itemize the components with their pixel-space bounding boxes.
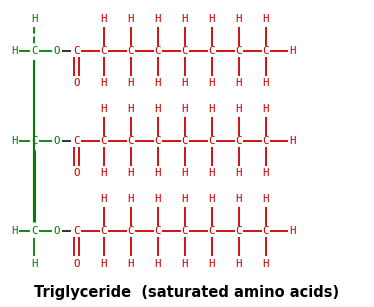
Text: Triglyceride  (saturated amino acids): Triglyceride (saturated amino acids)	[34, 285, 340, 300]
Text: O: O	[74, 168, 80, 178]
Text: C: C	[101, 227, 107, 236]
Text: C: C	[74, 136, 80, 146]
Text: C: C	[31, 46, 38, 56]
Text: H: H	[182, 14, 188, 24]
Text: C: C	[182, 46, 188, 56]
Text: C: C	[263, 46, 269, 56]
Text: H: H	[12, 46, 18, 56]
Text: H: H	[101, 258, 107, 269]
Text: C: C	[101, 46, 107, 56]
Text: H: H	[101, 78, 107, 88]
Text: H: H	[12, 227, 18, 236]
Text: H: H	[182, 168, 188, 178]
Text: H: H	[154, 104, 161, 114]
Text: H: H	[101, 168, 107, 178]
Text: C: C	[31, 227, 38, 236]
Text: H: H	[263, 78, 269, 88]
Text: O: O	[53, 136, 60, 146]
Text: C: C	[154, 46, 161, 56]
Text: C: C	[236, 46, 242, 56]
Text: O: O	[74, 258, 80, 269]
Text: C: C	[128, 136, 134, 146]
Text: H: H	[101, 104, 107, 114]
Text: H: H	[263, 14, 269, 24]
Text: C: C	[209, 227, 215, 236]
Text: H: H	[128, 194, 134, 204]
Text: C: C	[154, 136, 161, 146]
Text: H: H	[101, 14, 107, 24]
Text: H: H	[236, 78, 242, 88]
Text: H: H	[209, 14, 215, 24]
Text: H: H	[209, 104, 215, 114]
Text: H: H	[128, 104, 134, 114]
Text: H: H	[209, 168, 215, 178]
Text: H: H	[289, 46, 296, 56]
Text: H: H	[154, 78, 161, 88]
Text: H: H	[182, 104, 188, 114]
Text: C: C	[263, 136, 269, 146]
Text: H: H	[154, 258, 161, 269]
Text: H: H	[154, 14, 161, 24]
Text: H: H	[236, 194, 242, 204]
Text: H: H	[209, 194, 215, 204]
Text: H: H	[128, 78, 134, 88]
Text: H: H	[289, 227, 296, 236]
Text: O: O	[53, 227, 60, 236]
Text: H: H	[209, 78, 215, 88]
Text: H: H	[128, 168, 134, 178]
Text: C: C	[182, 136, 188, 146]
Text: H: H	[236, 104, 242, 114]
Text: O: O	[74, 78, 80, 88]
Text: H: H	[128, 14, 134, 24]
Text: H: H	[12, 136, 18, 146]
Text: H: H	[182, 194, 188, 204]
Text: H: H	[236, 168, 242, 178]
Text: C: C	[182, 227, 188, 236]
Text: H: H	[101, 194, 107, 204]
Text: H: H	[154, 194, 161, 204]
Text: H: H	[31, 258, 38, 269]
Text: C: C	[128, 227, 134, 236]
Text: H: H	[182, 78, 188, 88]
Text: H: H	[154, 168, 161, 178]
Text: C: C	[74, 46, 80, 56]
Text: H: H	[289, 136, 296, 146]
Text: C: C	[236, 227, 242, 236]
Text: C: C	[263, 227, 269, 236]
Text: C: C	[31, 136, 38, 146]
Text: H: H	[236, 258, 242, 269]
Text: H: H	[236, 14, 242, 24]
Text: H: H	[31, 14, 38, 24]
Text: C: C	[209, 136, 215, 146]
Text: H: H	[263, 168, 269, 178]
Text: H: H	[263, 194, 269, 204]
Text: C: C	[128, 46, 134, 56]
Text: H: H	[182, 258, 188, 269]
Text: C: C	[236, 136, 242, 146]
Text: H: H	[128, 258, 134, 269]
Text: C: C	[101, 136, 107, 146]
Text: C: C	[154, 227, 161, 236]
Text: H: H	[263, 104, 269, 114]
Text: H: H	[263, 258, 269, 269]
Text: H: H	[209, 258, 215, 269]
Text: C: C	[74, 227, 80, 236]
Text: O: O	[53, 46, 60, 56]
Text: C: C	[209, 46, 215, 56]
